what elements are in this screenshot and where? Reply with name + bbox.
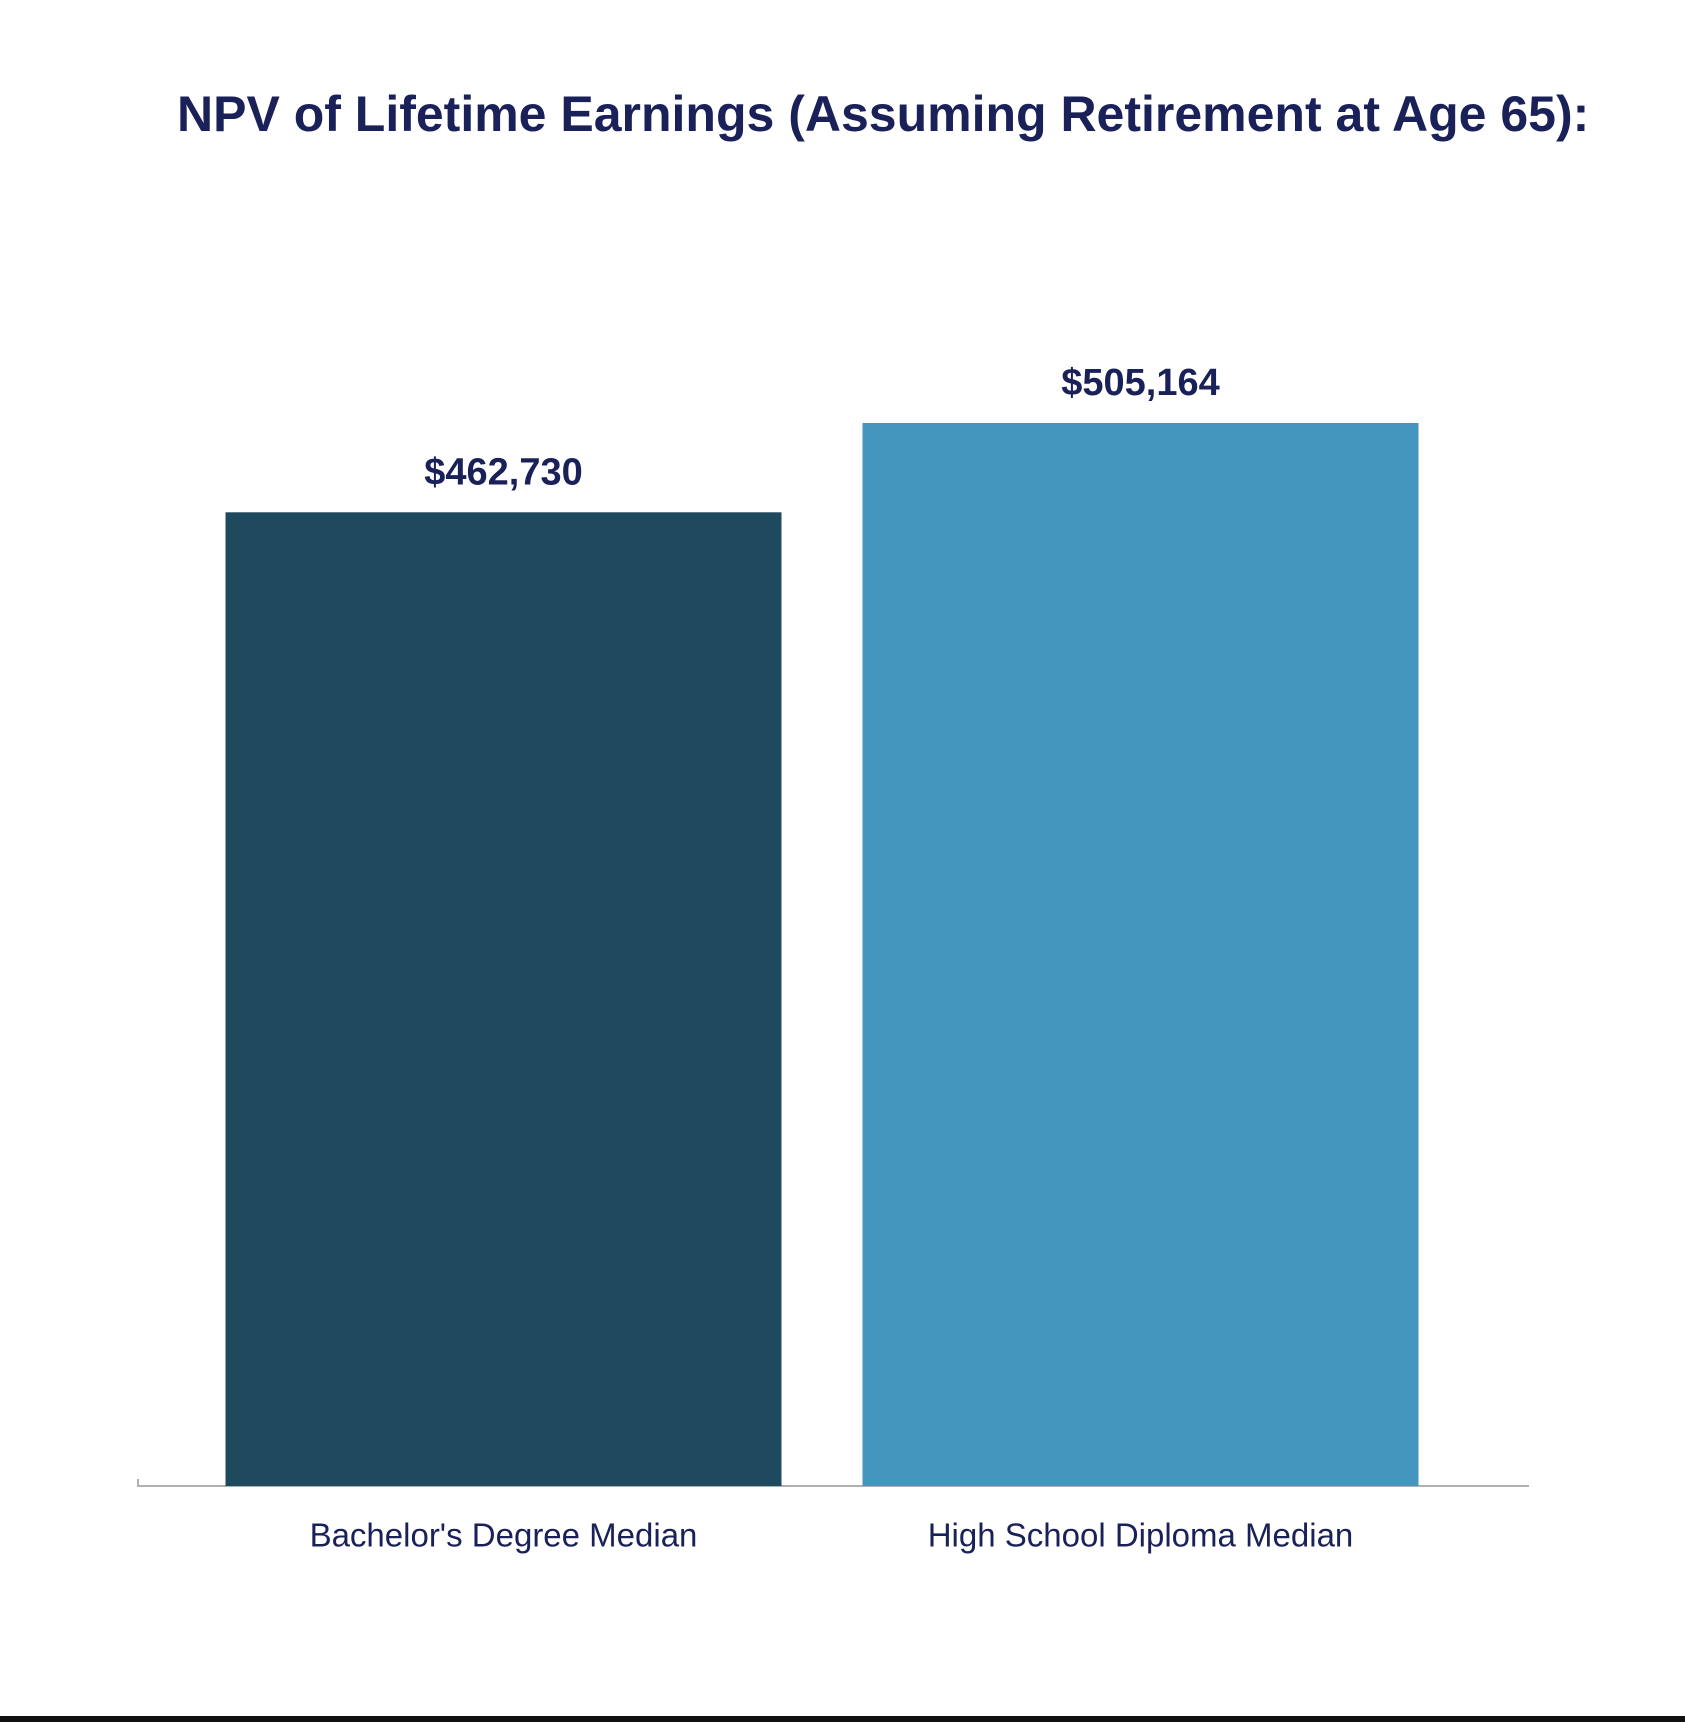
- x-tick-label: Bachelor's Degree Median: [310, 1517, 698, 1554]
- chart-title: NPV of Lifetime Earnings (Assuming Retir…: [177, 86, 1590, 142]
- bar: [225, 512, 782, 1486]
- bottom-border: [0, 1716, 1685, 1722]
- value-label: $462,730: [424, 451, 583, 493]
- value-label: $505,164: [1061, 362, 1220, 404]
- x-tick-label: High School Diploma Median: [928, 1517, 1354, 1554]
- bar: [862, 423, 1419, 1486]
